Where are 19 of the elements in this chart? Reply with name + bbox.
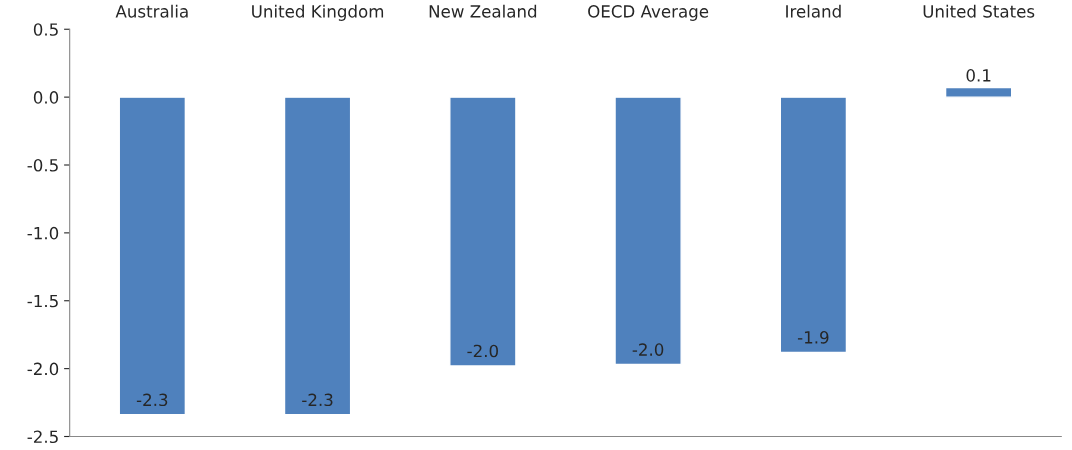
x-tick-label: Australia bbox=[115, 4, 188, 18]
data-label: -2.0 bbox=[632, 343, 664, 356]
data-label: 0.1 bbox=[966, 69, 991, 82]
data-label: -1.9 bbox=[797, 331, 829, 344]
y-tick-label: 0.0 bbox=[33, 91, 59, 104]
y-tick-label: -1.0 bbox=[27, 226, 59, 240]
y-tick-label: -2.0 bbox=[27, 362, 59, 376]
x-tick-label: New Zealand bbox=[429, 4, 537, 18]
y-tick-label: -2.5 bbox=[27, 430, 58, 444]
x-tick-label: United States bbox=[923, 4, 1035, 18]
y-tick-label: -0.5 bbox=[27, 158, 58, 172]
data-label: -2.3 bbox=[302, 393, 333, 407]
data-label: -2.0 bbox=[467, 344, 498, 358]
data-label: -2.3 bbox=[136, 393, 168, 407]
x-tick-label: OECD Average bbox=[588, 5, 709, 21]
y-tick-label: 0.5 bbox=[33, 23, 58, 36]
x-tick-label: United Kingdom bbox=[252, 4, 384, 21]
x-tick-label: Ireland bbox=[786, 4, 841, 18]
y-tick-label: -1.5 bbox=[27, 294, 58, 308]
